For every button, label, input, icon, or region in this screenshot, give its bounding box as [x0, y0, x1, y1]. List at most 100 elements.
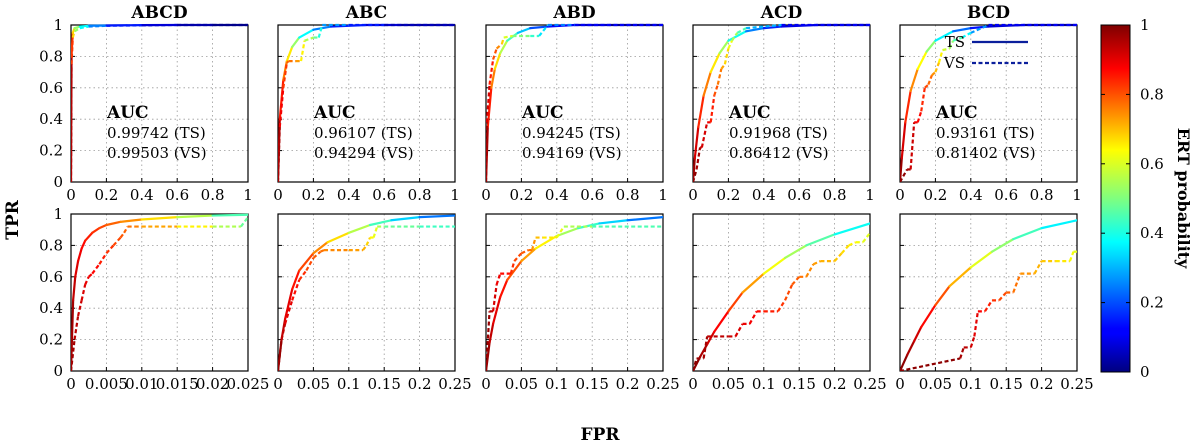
x-tick-label: 0.25 [1060, 375, 1093, 393]
colorbar-tick-label: 1 [1140, 16, 1150, 34]
vs-curve-segment [833, 252, 843, 262]
vs-curve-segment [278, 127, 281, 182]
legend: TS VS [943, 33, 1028, 72]
colorbar-gradient [1100, 24, 1131, 373]
auc-vs-value: 0.99503 (VS) [107, 144, 207, 162]
y-tick-label: 0.4 [39, 299, 63, 317]
x-tick-label: 0.2 [408, 375, 432, 393]
vs-curve [900, 23, 1077, 182]
vs-curve-segment [71, 64, 73, 182]
ts-curve-segment [697, 94, 705, 129]
x-tick-label: 0.1 [337, 375, 361, 393]
ts-curve-segment [969, 250, 994, 269]
vs-curve-segment [948, 40, 955, 50]
ts-curve-segment [744, 27, 765, 33]
ts-curve [900, 219, 1077, 371]
x-tick-label: 0.2 [823, 375, 847, 393]
ts-curve-segment [76, 247, 83, 263]
ts-curve-segment [709, 52, 721, 74]
x-tick-label: 0.15 [782, 375, 815, 393]
x-tick-label: 0.8 [616, 186, 640, 204]
vs-curve-segment [693, 358, 698, 371]
vs-curve-segment [112, 236, 122, 247]
x-tick-label: 0.4 [959, 186, 983, 204]
vs-curve-segment [312, 250, 322, 259]
x-tick-label: 0.6 [580, 186, 604, 204]
vs-curve-segment [709, 95, 716, 123]
panel-title: BCD [967, 3, 1010, 23]
colorbar: 0 0.2 0.4 0.6 0.8 1 ERT probability [1100, 16, 1193, 381]
vs-curve-segment [372, 226, 379, 238]
auc-vs-value: 0.94169 (VS) [522, 144, 622, 162]
curves [693, 222, 870, 371]
vs-curve-segment [71, 37, 74, 65]
vs-curve-segment [87, 272, 93, 278]
ts-curve-segment [905, 340, 916, 357]
colorbar-tick-label: 0 [1140, 363, 1150, 381]
x-tick-label: 0.2 [923, 186, 947, 204]
ts-curve-segment [98, 223, 108, 230]
x-tick-label: 0.02 [196, 375, 229, 393]
panel-title: ABD [552, 3, 596, 23]
ts-curve-segment [493, 52, 502, 71]
vs-curve-segment [791, 276, 801, 286]
ts-curve-segment [934, 285, 951, 307]
vs-curve-segment [73, 27, 81, 33]
auc-ts-value: 0.94245 (TS) [522, 124, 621, 142]
auc-title: AUC [313, 103, 356, 123]
x-tick-label: 0.8 [1030, 186, 1054, 204]
vs-curve-segment [731, 32, 739, 42]
vs-curve [486, 225, 663, 371]
y-tick-label: 0 [53, 362, 63, 380]
vs-curve-segment [702, 336, 709, 359]
ts-curve-segment [904, 89, 912, 124]
vs-curve-segment [278, 339, 283, 371]
legend-label-vs: VS [943, 54, 965, 72]
vs-curve-segment [998, 291, 1008, 302]
colorbar-ticks: 0 0.2 0.4 0.6 0.8 1 [1101, 16, 1164, 381]
vs-curve-segment [530, 237, 537, 251]
colorbar-title: ERT probability [1174, 128, 1193, 269]
vs-curve-segment [727, 40, 733, 50]
x-tick-label: 0.1 [959, 375, 983, 393]
x-tick-label: 0 [895, 375, 905, 393]
vs-curve-segment [942, 47, 950, 52]
subplot-bottom: 0 0.05 0.1 0.15 0.2 0.25 [273, 213, 472, 393]
subplot-top: 0 0.2 0.4 0.6 0.8 1 [688, 23, 875, 204]
curves [71, 213, 248, 371]
ts-curve-segment [909, 67, 919, 93]
x-tick-label: 0.01 [125, 375, 158, 393]
ts-curve-segment [74, 260, 80, 278]
vs-curve-segment [71, 339, 76, 371]
x-tick-label: 0.05 [297, 375, 330, 393]
ts-curve-segment [990, 238, 1015, 253]
x-tick-label: 0.6 [787, 186, 811, 204]
x-tick-label: 0.1 [752, 375, 776, 393]
ts-curve-segment [1012, 227, 1043, 241]
vs-curve-segment [937, 49, 944, 63]
vs-curve-segment [513, 252, 523, 262]
vs-curve-segment [119, 232, 125, 239]
ts-curve-segment [283, 288, 294, 321]
vs-curve-segment [736, 27, 747, 34]
subplot-top: 0 0.2 0.4 0.6 0.8 1 [273, 23, 460, 204]
vs-curve-segment [959, 347, 965, 359]
y-tick-label: 1 [53, 16, 63, 34]
vs-curve-segment [961, 31, 972, 39]
ts-curve-segment [390, 216, 421, 222]
ts-curve-segment [71, 299, 75, 371]
ts-curve-segment [626, 216, 663, 222]
panel-title: ABCD [130, 3, 187, 23]
colorbar-tick-label: 0.4 [1140, 224, 1164, 242]
ts-curve-segment [706, 330, 716, 346]
auc-ts-value: 0.96107 (TS) [314, 124, 413, 142]
vs-curve-segment [746, 23, 782, 30]
vs-curve-segment [723, 48, 730, 65]
ts-curve-segment [534, 234, 558, 250]
vs-curve-segment [317, 24, 324, 38]
vs-curve-segment [840, 244, 850, 254]
ts-curve-segment [211, 213, 248, 217]
plot-frame [692, 213, 871, 372]
